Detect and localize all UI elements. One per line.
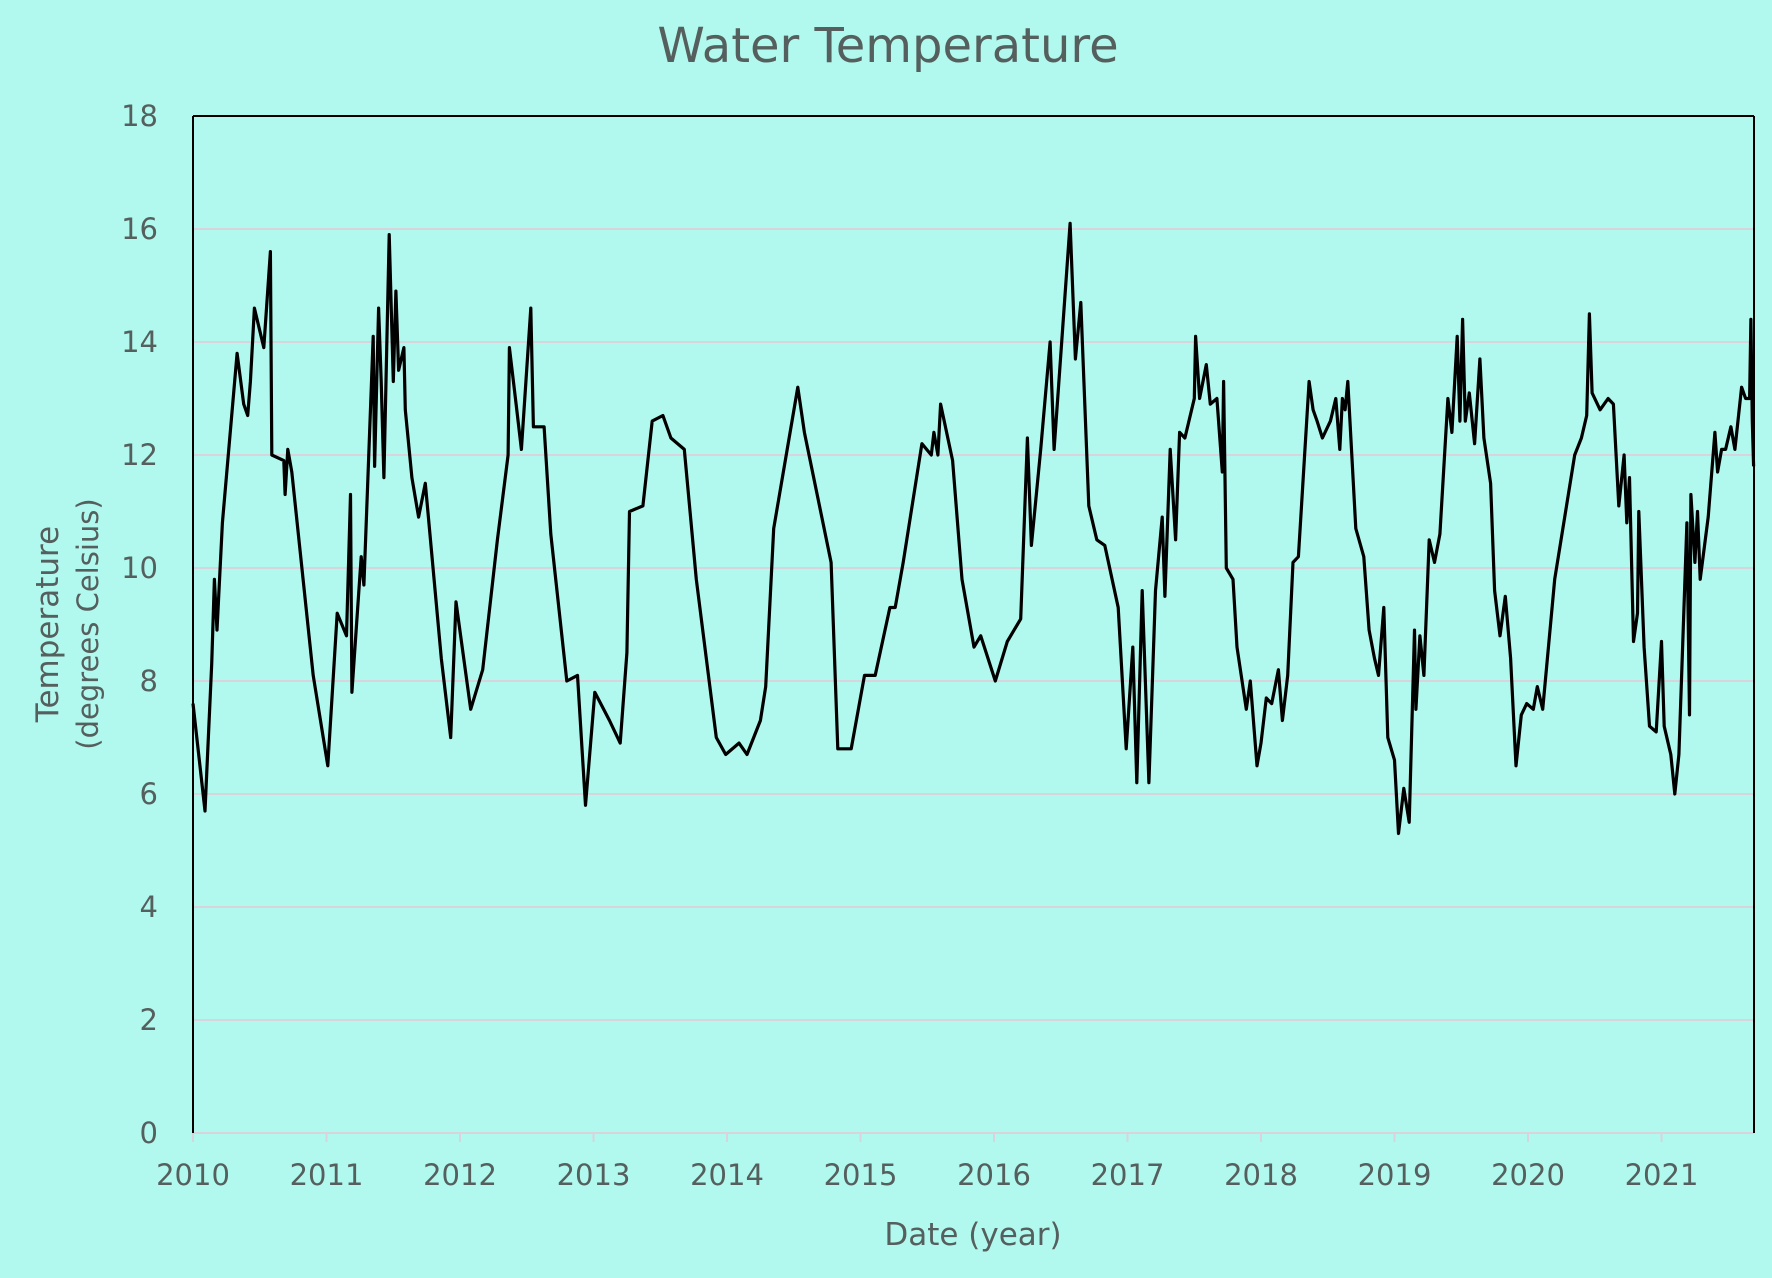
x-axis-label: Date (year) [884,1217,1061,1253]
y-axis-label: Temperature [30,526,66,723]
y-tick-label: 8 [140,664,158,698]
x-tick-label: 2019 [1358,1158,1432,1192]
y-tick-label: 12 [121,438,158,472]
x-tick-label: 2011 [290,1158,364,1192]
x-tick-label: 2015 [824,1158,898,1192]
y-axis-sublabel: (degrees Celsius) [71,498,105,749]
y-tick-label: 4 [140,890,158,924]
y-tick-label: 0 [140,1116,158,1150]
x-tick-label: 2016 [957,1158,1031,1192]
x-tick-label: 2017 [1091,1158,1165,1192]
series-line-water-temperature [191,221,1756,836]
x-tick-label: 2014 [690,1158,764,1192]
x-tick-label: 2021 [1625,1158,1699,1192]
y-tick-label: 14 [121,325,158,359]
chart-title: Water Temperature [657,18,1118,74]
y-tick-label: 10 [121,551,158,585]
y-tick-label: 18 [121,99,158,133]
y-tick-label: 6 [140,777,158,811]
x-tick-label: 2010 [156,1158,230,1192]
y-axis-ticks: 0 2 4 6 8 10 12 14 16 18 [121,99,158,1150]
x-tick-label: 2018 [1224,1158,1298,1192]
y-tick-label: 16 [121,212,158,246]
x-tick-label: 2020 [1491,1158,1565,1192]
y-tick-label: 2 [140,1003,158,1037]
x-axis-ticks: 2010 2011 2012 2013 2014 2015 2016 2017 2018 2019… [156,1133,1698,1192]
x-tick-label: 2013 [557,1158,631,1192]
x-tick-label: 2012 [423,1158,497,1192]
